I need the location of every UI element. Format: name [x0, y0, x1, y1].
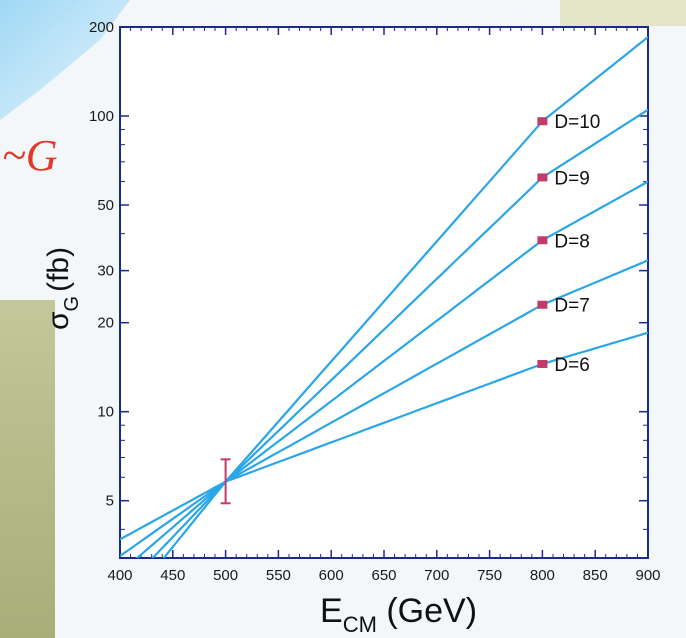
series-marker — [537, 173, 548, 182]
background-shape-top — [0, 0, 130, 120]
series-marker — [537, 359, 548, 368]
x-tick-label: 550 — [266, 567, 291, 584]
series-marker — [537, 236, 548, 245]
x-tick-label: 400 — [107, 567, 132, 584]
y-tick-label: 200 — [89, 19, 114, 36]
series-markers — [220, 117, 548, 505]
y-tick-label: 100 — [89, 108, 114, 125]
y-tick-label: 20 — [97, 315, 114, 332]
plot-frame — [119, 26, 649, 559]
series-line — [120, 331, 648, 541]
y-tick-label: 5 — [106, 493, 114, 510]
series-marker — [537, 117, 548, 126]
y-tick-label: 10 — [97, 404, 114, 421]
series-line — [120, 259, 648, 557]
x-tick-label: 850 — [583, 567, 608, 584]
series-labels: D=6 D=7 D=8 D=9 D=10 — [554, 112, 600, 376]
x-tick-label: 650 — [371, 567, 396, 584]
x-tick-label: 450 — [160, 567, 185, 584]
x-tick-label: 750 — [477, 567, 502, 584]
x-tick-label: 600 — [319, 567, 344, 584]
x-tick-label: 800 — [530, 567, 555, 584]
series-line — [162, 36, 648, 558]
series-line — [135, 180, 648, 558]
y-tick-label: 50 — [97, 197, 114, 214]
y-axis-title: σG(fb) — [42, 247, 83, 330]
series-label: D=9 — [554, 168, 589, 189]
series-label: D=10 — [554, 112, 600, 133]
x-tick-label: 900 — [635, 567, 660, 584]
series-line — [151, 108, 648, 558]
axis-ticks — [119, 26, 649, 558]
series-label: D=7 — [554, 296, 589, 317]
left-glyph: ~G — [2, 131, 58, 180]
series-marker — [537, 300, 548, 309]
background-shape-left — [0, 300, 55, 638]
series-label: D=6 — [554, 355, 589, 376]
x-axis-title: ECM (GeV) — [320, 592, 477, 637]
tick-labels: 400 450 500 550 600 650 700 750 800 850 900 5 10 20 30… — [89, 19, 661, 584]
series-lines — [120, 36, 648, 558]
x-tick-label: 500 — [213, 567, 238, 584]
background-shape-topright — [560, 0, 686, 26]
y-tick-label: 30 — [97, 263, 114, 280]
series-label: D=8 — [554, 231, 589, 252]
x-tick-label: 700 — [424, 567, 449, 584]
